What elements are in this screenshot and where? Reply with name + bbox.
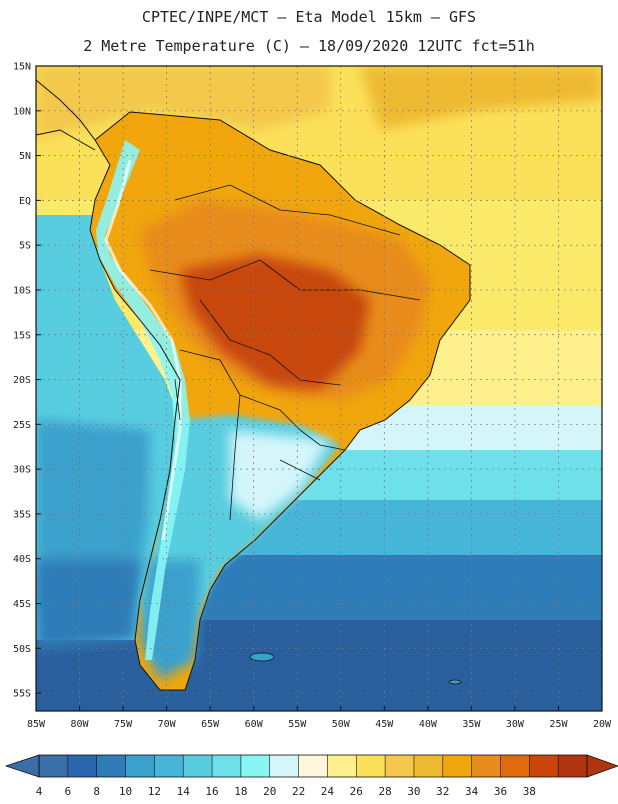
lat-label: 45S <box>13 599 31 610</box>
colorbar-tick-label: 10 <box>119 785 132 798</box>
colorbar-swatch <box>500 755 530 777</box>
pacific-colder-water <box>36 560 140 650</box>
longitude-labels: 85W 80W 75W 70W 65W 60W 55W 50W 45W 40W 35W 30W 25W 2… <box>27 706 612 730</box>
colorbar-swatch <box>471 755 501 777</box>
lon-label: 35W <box>462 719 481 730</box>
colorbar-swatch <box>298 755 328 777</box>
lat-label: 10N <box>13 106 31 117</box>
latitude-labels: 15N 10N 5N EQ 5S 10S 15S 20S 25S 30S 35S 40S 45S 50S 5… <box>13 62 41 700</box>
title-line-1: CPTEC/INPE/MCT – Eta Model 15km – GFS <box>142 8 476 26</box>
colorbar-swatch <box>385 755 415 777</box>
atlantic-warm-patch <box>360 66 602 130</box>
colorbar-low-arrow <box>4 754 40 778</box>
south-america-coastline <box>89 111 471 691</box>
lat-label: 35S <box>13 509 31 520</box>
colorbar-tick-label: 22 <box>292 785 305 798</box>
lat-label: 40S <box>13 554 31 565</box>
andes-core <box>104 159 182 541</box>
colorbar-swatch <box>413 755 444 777</box>
colorbar-tick-label: 4 <box>36 785 43 798</box>
colorbar-swatch <box>125 755 155 777</box>
lon-label: 45W <box>375 719 394 730</box>
colorbar-swatch <box>558 755 588 777</box>
lon-label: 65W <box>201 719 220 730</box>
temperature-field <box>36 66 602 711</box>
colorbar-swatch <box>269 755 300 777</box>
country-borders <box>149 184 421 521</box>
central-america-coastline <box>36 79 96 151</box>
colorbar-tick-label: 8 <box>93 785 100 798</box>
colorbar-tick-label: 6 <box>65 785 72 798</box>
colorbar-swatch <box>39 755 69 777</box>
colorbar-frame <box>38 754 588 778</box>
colorbar-tick-label: 12 <box>148 785 161 798</box>
colorbar-swatch <box>183 755 213 777</box>
colorbar-swatch <box>327 755 357 777</box>
colorbar-tick-label: 24 <box>321 785 335 798</box>
lat-label: EQ <box>19 196 31 207</box>
graticule <box>36 66 602 711</box>
lon-label: 55W <box>288 719 307 730</box>
colorbar-swatch <box>212 755 242 777</box>
colorbar-tick-label: 18 <box>234 785 247 798</box>
map-frame <box>35 65 603 712</box>
colorbar-swatch <box>154 755 184 777</box>
central-brazil-max <box>180 255 370 390</box>
lon-label: 50W <box>332 719 351 730</box>
colorbar-tick-label: 34 <box>465 785 479 798</box>
colorbar-swatch <box>240 755 271 777</box>
lat-label: 15S <box>13 330 31 341</box>
lon-label: 25W <box>549 719 568 730</box>
coastlines <box>36 79 471 691</box>
colorbar-tick-label: 30 <box>407 785 420 798</box>
lat-label: 50S <box>13 644 31 655</box>
lat-label: 55S <box>13 689 31 700</box>
lon-label: 20W <box>593 719 612 730</box>
colorbar-swatch <box>529 755 559 777</box>
colorbar-swatch <box>356 755 386 777</box>
colorbar-swatch <box>442 755 473 777</box>
south-georgia <box>448 679 462 685</box>
lat-label: 15N <box>13 62 31 73</box>
colorbar-tick-label: 32 <box>436 785 449 798</box>
lon-label: 75W <box>114 719 133 730</box>
lon-label: 40W <box>419 719 438 730</box>
colorbar-high-arrow <box>586 754 618 778</box>
colorbar-swatch <box>67 755 98 777</box>
lon-label: 85W <box>27 719 46 730</box>
colorbar-tick-label: 36 <box>494 785 507 798</box>
colorbar: 4 6 8 10 12 14 16 18 20 22 24 26 28 30 32 34 36 38 <box>4 754 618 798</box>
pampas-mild <box>230 430 330 520</box>
colorbar-tick-label: 20 <box>263 785 276 798</box>
lon-label: 80W <box>71 719 90 730</box>
falkland-islands <box>249 652 275 662</box>
lat-label: 20S <box>13 375 31 386</box>
colorbar-tick-label: 26 <box>350 785 363 798</box>
lat-label: 25S <box>13 420 31 431</box>
lat-label: 5S <box>19 241 31 252</box>
colorbar-tick-label: 28 <box>378 785 391 798</box>
title-line-2: 2 Metre Temperature (C) – 18/09/2020 12U… <box>83 37 535 55</box>
lon-label: 60W <box>245 719 264 730</box>
colorbar-tick-label: 38 <box>523 785 536 798</box>
lon-label: 70W <box>158 719 177 730</box>
colorbar-tick-label: 16 <box>205 785 218 798</box>
colorbar-tick-label: 14 <box>177 785 191 798</box>
lat-label: 5N <box>19 151 31 162</box>
colorbar-swatch <box>96 755 127 777</box>
caribbean-warm-patch <box>36 66 330 140</box>
lat-label: 30S <box>13 465 31 476</box>
lat-label: 10S <box>13 285 31 296</box>
lon-label: 30W <box>506 719 525 730</box>
